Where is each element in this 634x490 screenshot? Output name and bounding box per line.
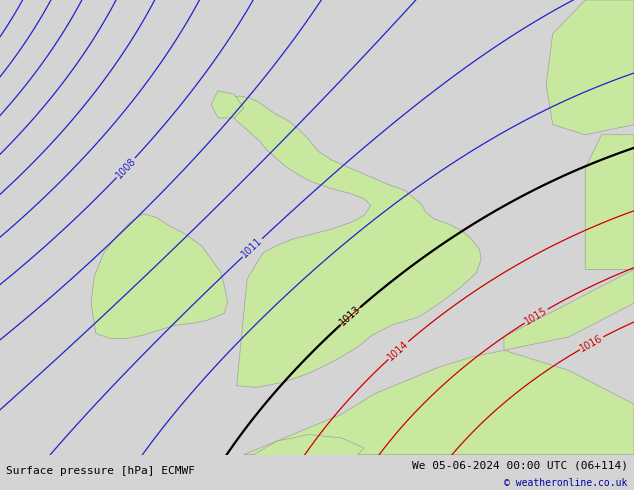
Text: We 05-06-2024 00:00 UTC (06+114): We 05-06-2024 00:00 UTC (06+114): [411, 460, 628, 470]
Polygon shape: [91, 214, 228, 339]
Polygon shape: [219, 96, 481, 388]
Text: 1016: 1016: [578, 333, 605, 353]
Text: 1014: 1014: [385, 339, 411, 362]
Polygon shape: [254, 435, 364, 471]
Text: © weatheronline.co.uk: © weatheronline.co.uk: [504, 478, 628, 488]
Polygon shape: [504, 270, 634, 350]
Polygon shape: [585, 135, 634, 270]
Polygon shape: [244, 350, 634, 455]
Text: Surface pressure [hPa] ECMWF: Surface pressure [hPa] ECMWF: [6, 466, 195, 476]
Text: 1015: 1015: [523, 305, 549, 327]
Polygon shape: [211, 91, 244, 118]
Text: 1011: 1011: [240, 236, 264, 260]
Text: 1008: 1008: [113, 155, 138, 180]
Text: 1013: 1013: [338, 304, 363, 328]
Polygon shape: [547, 0, 634, 135]
